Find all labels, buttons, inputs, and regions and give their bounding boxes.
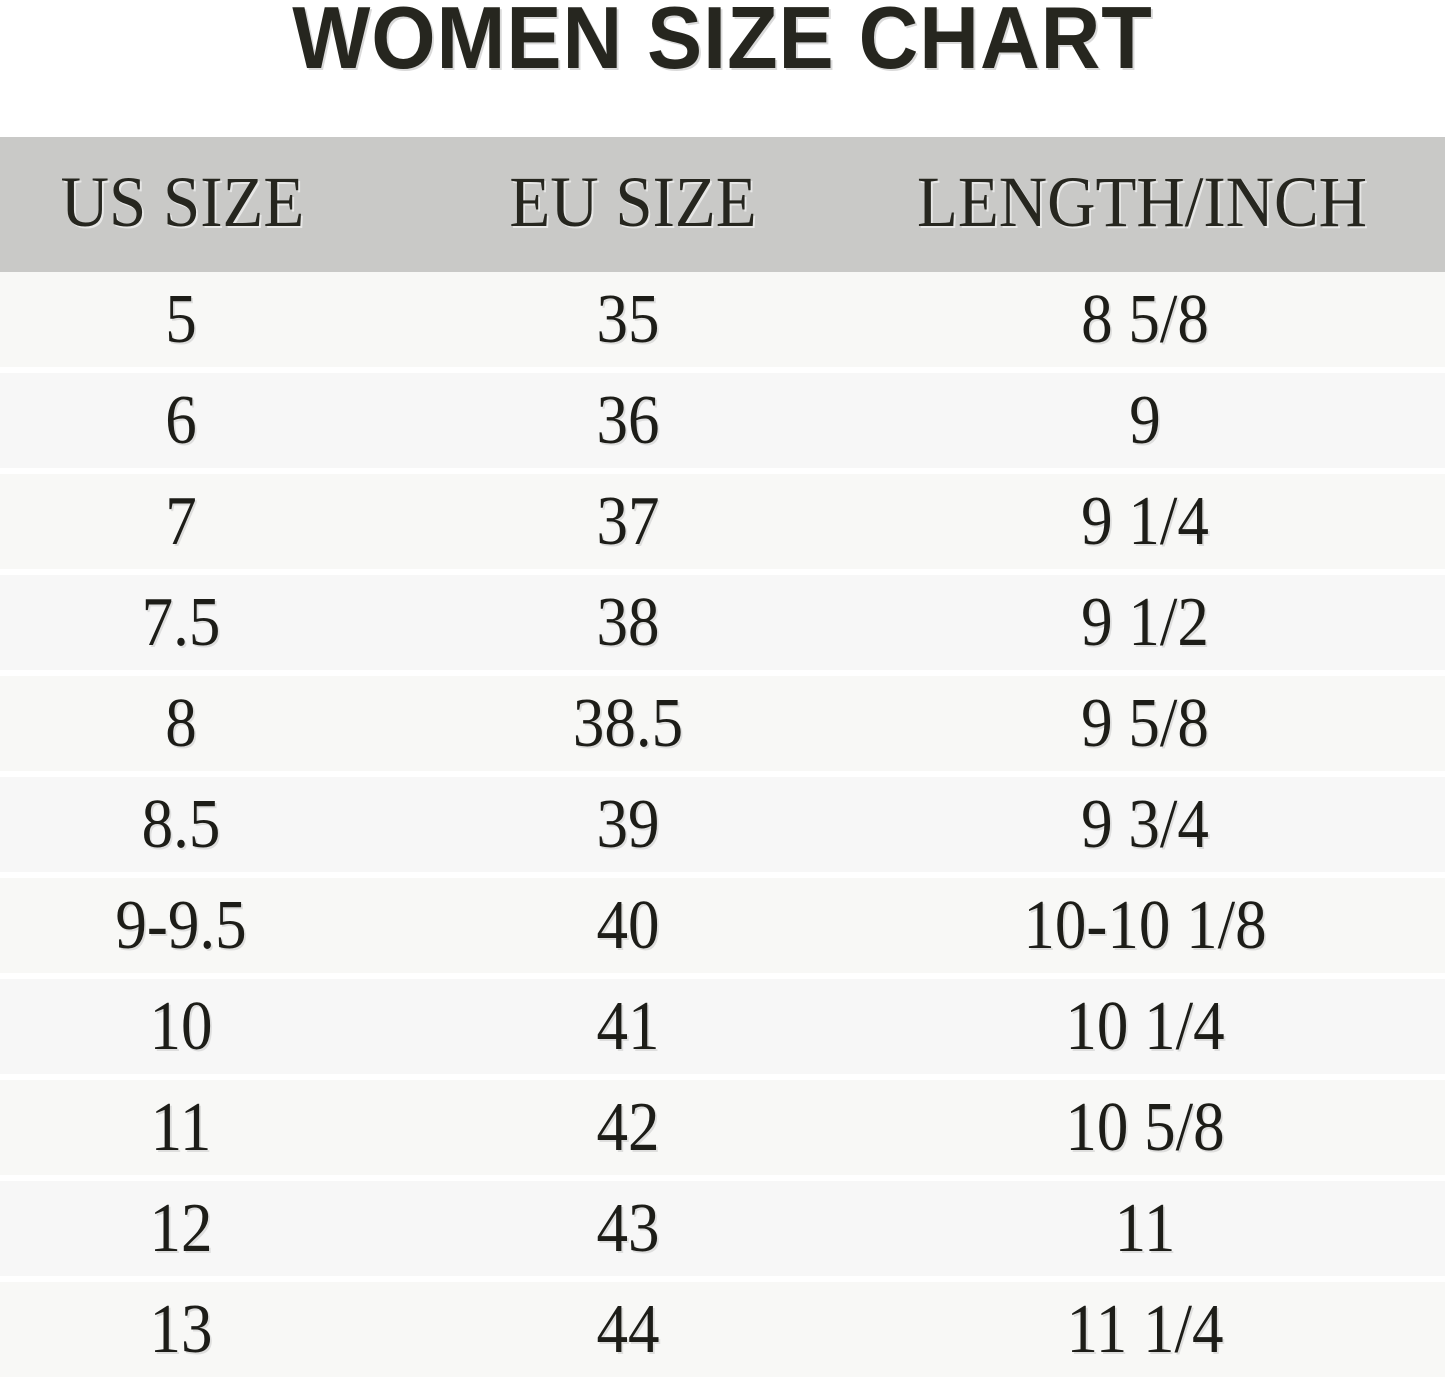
table-row: 8.5 39 9 3/4 xyxy=(0,777,1445,872)
column-header-us-size: US SIZE xyxy=(60,162,305,242)
cell-eu-size: 38 xyxy=(596,584,660,661)
table-row: 10 41 10 1/4 xyxy=(0,979,1445,1074)
table-row: 8 38.5 9 5/8 xyxy=(0,676,1445,771)
cell-us-size: 8.5 xyxy=(141,786,221,863)
table-header-row: US SIZE EU SIZE LENGTH/INCH xyxy=(0,137,1445,272)
cell-us-size: 10 xyxy=(149,988,213,1065)
cell-length-inch: 11 xyxy=(1114,1190,1176,1267)
cell-eu-size: 36 xyxy=(596,382,660,459)
cell-eu-size: 41 xyxy=(596,988,660,1065)
cell-length-inch: 9 3/4 xyxy=(1081,786,1209,863)
cell-us-size: 13 xyxy=(149,1291,213,1368)
table-row: 7.5 38 9 1/2 xyxy=(0,575,1445,670)
cell-us-size: 7.5 xyxy=(141,584,221,661)
title-area: WOMEN SIZE CHART xyxy=(0,0,1445,137)
cell-length-inch: 11 1/4 xyxy=(1066,1291,1224,1368)
cell-length-inch: 9 xyxy=(1129,382,1161,459)
column-header-length-inch: LENGTH/INCH xyxy=(916,162,1368,242)
table-row: 12 43 11 xyxy=(0,1181,1445,1276)
cell-eu-size: 42 xyxy=(596,1089,660,1166)
cell-length-inch: 8 5/8 xyxy=(1081,281,1209,358)
cell-us-size: 12 xyxy=(149,1190,213,1267)
cell-length-inch: 10 1/4 xyxy=(1065,988,1225,1065)
table-body: 5 35 8 5/8 6 36 9 7 37 9 1/4 7.5 38 9 1/2 8 38.5 9 5/8… xyxy=(0,272,1445,1377)
cell-us-size: 8 xyxy=(165,685,197,762)
cell-eu-size: 38.5 xyxy=(572,685,684,762)
page-title: WOMEN SIZE CHART xyxy=(292,0,1153,87)
column-header-eu-size: EU SIZE xyxy=(509,162,757,242)
cell-us-size: 9-9.5 xyxy=(115,887,247,964)
table-row: 13 44 11 1/4 xyxy=(0,1282,1445,1377)
table-row: 11 42 10 5/8 xyxy=(0,1080,1445,1175)
cell-length-inch: 9 1/2 xyxy=(1081,584,1209,661)
cell-us-size: 11 xyxy=(150,1089,212,1166)
table-row: 5 35 8 5/8 xyxy=(0,272,1445,367)
cell-eu-size: 44 xyxy=(596,1291,660,1368)
table-row: 7 37 9 1/4 xyxy=(0,474,1445,569)
cell-eu-size: 39 xyxy=(596,786,660,863)
table-row: 6 36 9 xyxy=(0,373,1445,468)
cell-length-inch: 10-10 1/8 xyxy=(1023,887,1267,964)
cell-eu-size: 37 xyxy=(596,483,660,560)
cell-length-inch: 10 5/8 xyxy=(1065,1089,1225,1166)
cell-eu-size: 40 xyxy=(596,887,660,964)
cell-us-size: 7 xyxy=(165,483,197,560)
cell-length-inch: 9 5/8 xyxy=(1081,685,1209,762)
cell-length-inch: 9 1/4 xyxy=(1081,483,1209,560)
cell-eu-size: 35 xyxy=(596,281,660,358)
cell-eu-size: 43 xyxy=(596,1190,660,1267)
cell-us-size: 5 xyxy=(165,281,197,358)
table-row: 9-9.5 40 10-10 1/8 xyxy=(0,878,1445,973)
cell-us-size: 6 xyxy=(165,382,197,459)
